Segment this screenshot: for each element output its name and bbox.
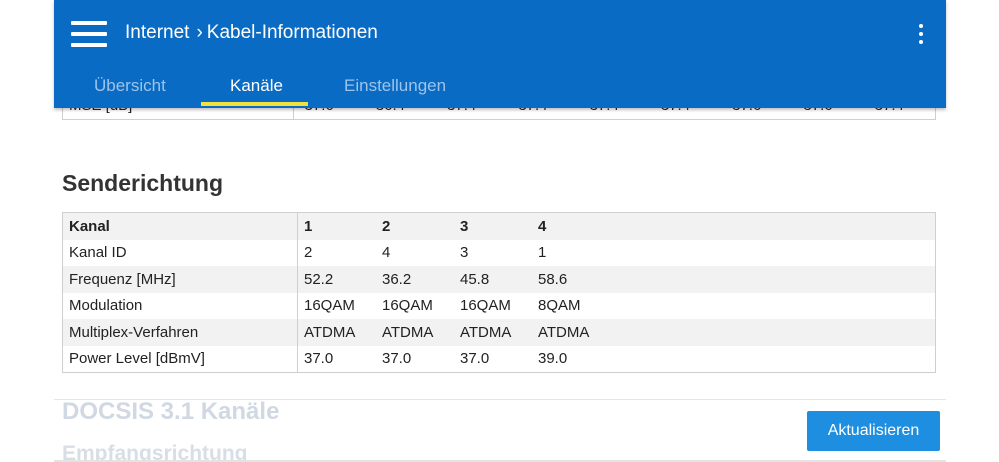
table-row: Power Level [dBmV] 37.0 37.0 37.0 39.0 <box>62 345 936 373</box>
row-label: Multiplex-Verfahren <box>62 319 298 346</box>
channel-number: 1 <box>297 212 376 240</box>
table-cell: ATDMA <box>454 319 532 346</box>
table-cell: 2 <box>304 244 313 262</box>
more-options-icon[interactable] <box>914 22 928 46</box>
section-title-senderichtung: Senderichtung <box>62 170 224 196</box>
table-row: Kanal ID 2 4 3 1 <box>62 239 936 267</box>
table-cell: 45.8 <box>454 266 532 293</box>
channel-number: 4 <box>532 212 610 240</box>
table-cell: 1 <box>538 244 547 262</box>
section-title-docsis31: DOCSIS 3.1 Kanäle <box>62 398 280 425</box>
table-cell: 39.0 <box>538 350 568 368</box>
row-label: Kanal ID <box>62 239 298 266</box>
row-label: Modulation <box>62 292 298 319</box>
table-cell: 37.0 <box>460 350 490 368</box>
section-subtitle-empfangsrichtung: Empfangsrichtung <box>62 442 248 462</box>
row-label: Power Level [dBmV] <box>62 345 298 373</box>
table-row: Modulation 16QAM 16QAM 16QAM 8QAM <box>62 292 936 320</box>
active-tab-indicator <box>201 102 308 106</box>
table-cell: 4 <box>382 244 391 262</box>
table-cell: 16QAM <box>382 297 433 315</box>
table-filler <box>610 266 936 293</box>
table-cell: ATDMA <box>376 319 454 346</box>
app-header: Internet › Kabel-Informationen Übersicht… <box>54 0 946 108</box>
section-divider <box>54 399 946 400</box>
table-cell: 8QAM <box>538 297 581 315</box>
table-filler <box>610 319 936 346</box>
table-cell: 3 <box>460 244 469 262</box>
table-row: Frequenz [MHz] 52.2 36.2 45.8 58.6 <box>62 266 936 293</box>
breadcrumb-item-current: Kabel-Informationen <box>206 22 378 43</box>
table-filler <box>610 212 936 240</box>
breadcrumb-item-internet[interactable]: Internet <box>125 22 190 43</box>
header-label-kanal: Kanal <box>62 212 298 240</box>
table-filler <box>610 346 936 373</box>
table-header-row: Kanal 1 2 3 4 <box>62 212 936 240</box>
channel-number: 3 <box>454 212 532 240</box>
table-cell: 16QAM <box>460 297 511 315</box>
breadcrumb: Internet › Kabel-Informationen <box>125 22 378 44</box>
table-cell: 37.0 <box>304 350 334 368</box>
channel-number: 2 <box>376 212 454 240</box>
tab-uebersicht[interactable]: Übersicht <box>94 76 166 95</box>
send-table: Kanal 1 2 3 4 Kanal ID 2 4 3 1 Frequenz … <box>62 212 936 373</box>
table-cell: ATDMA <box>297 319 376 346</box>
table-filler <box>610 293 936 320</box>
table-cell: 37.0 <box>382 350 412 368</box>
tab-einstellungen[interactable]: Einstellungen <box>344 76 447 95</box>
table-cell: 16QAM <box>304 297 355 315</box>
chevron-right-icon: › <box>196 22 203 43</box>
table-cell: 52.2 <box>297 266 376 293</box>
menu-icon[interactable] <box>71 21 107 47</box>
row-label: Frequenz [MHz] <box>62 266 298 293</box>
bottom-divider <box>54 460 946 462</box>
table-cell: 36.2 <box>376 266 454 293</box>
table-cell: 58.6 <box>532 266 610 293</box>
table-filler <box>610 240 936 267</box>
refresh-button[interactable]: Aktualisieren <box>807 411 940 451</box>
tab-kanaele[interactable]: Kanäle <box>230 76 283 95</box>
table-cell: ATDMA <box>532 319 610 346</box>
table-row: Multiplex-Verfahren ATDMA ATDMA ATDMA AT… <box>62 319 936 346</box>
